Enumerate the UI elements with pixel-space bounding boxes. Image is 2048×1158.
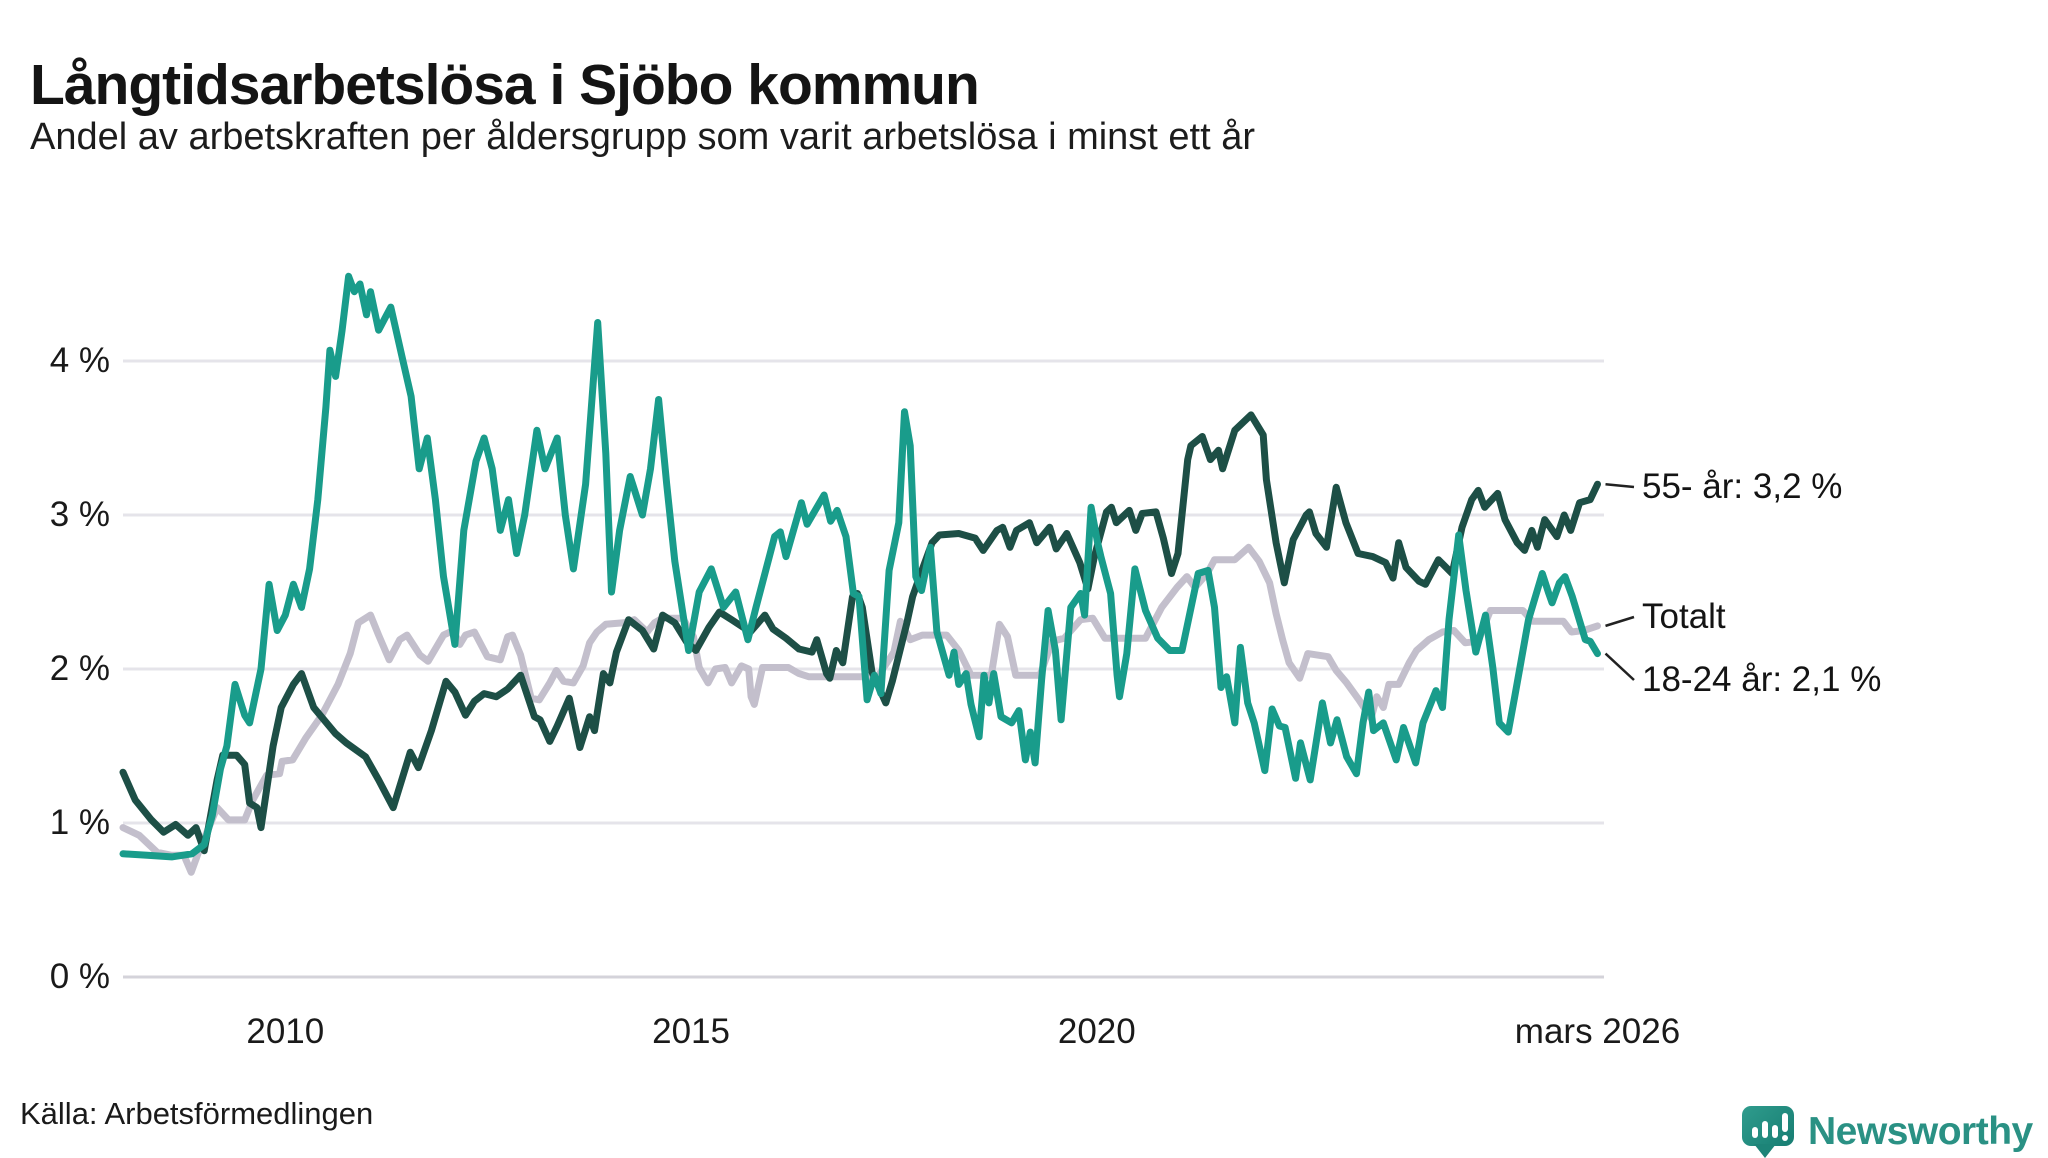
series-line-55-r xyxy=(119,411,1601,855)
newsworthy-bubble-icon xyxy=(1742,1106,1794,1158)
y-tick-label: 2 % xyxy=(49,649,110,688)
annotation-connector xyxy=(1605,482,1635,489)
page-subtitle: Andel av arbetskraften per åldersgrupp s… xyxy=(30,116,1256,158)
series-line-totalt xyxy=(119,543,1601,876)
x-tick-label: mars 2026 xyxy=(1514,1012,1681,1051)
newsworthy-wordmark: Newsworthy xyxy=(1808,1110,2033,1153)
y-tick-label: 3 % xyxy=(49,495,110,534)
page-title: Långtidsarbetslösa i Sjöbo kommun xyxy=(30,53,980,118)
annotation-connector xyxy=(1604,652,1635,681)
series-label-total: Totalt xyxy=(1642,597,1726,636)
newsworthy-logo: Newsworthy xyxy=(1742,1106,2033,1158)
x-tick-label: 2010 xyxy=(246,1012,325,1051)
y-tick-label: 1 % xyxy=(49,803,110,842)
series-line-18-24-r xyxy=(119,272,1601,861)
y-tick-label: 4 % xyxy=(49,341,110,380)
source-note: Källa: Arbetsförmedlingen xyxy=(20,1096,374,1131)
annotation-connector xyxy=(1605,615,1635,628)
series-label-55: 55- år: 3,2 % xyxy=(1642,467,1843,506)
x-tick-label: 2015 xyxy=(652,1012,730,1051)
x-tick-label: 2020 xyxy=(1057,1012,1136,1051)
y-tick-label: 0 % xyxy=(49,957,110,996)
series-label-18-24: 18-24 år: 2,1 % xyxy=(1642,660,1882,699)
